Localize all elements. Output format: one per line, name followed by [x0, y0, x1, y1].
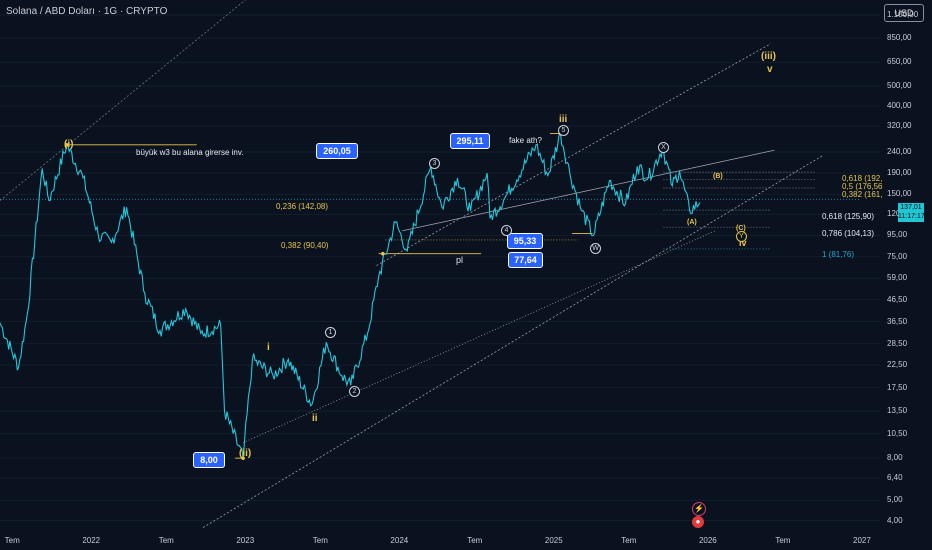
price-tick: 1.100,00 [887, 10, 919, 20]
price-tick: 320,00 [887, 121, 912, 131]
pivot-dot-1 [241, 456, 245, 460]
price-tick: 95,00 [887, 230, 908, 240]
wave-i: i [267, 342, 270, 353]
fib-0236: 0,236 (142,08) [276, 202, 329, 211]
flag-icon[interactable]: ● [692, 516, 704, 528]
wave-i-paren: (i) [64, 139, 74, 150]
countdown: 11:17:17 [898, 213, 925, 220]
fib-0618-lower: 0,618 (125,90) [822, 212, 875, 221]
price-tick: 240,00 [887, 147, 912, 157]
currency-button[interactable]: USD [884, 4, 924, 22]
time-tick: 2026 [698, 536, 717, 545]
wave-c: (C) [736, 225, 746, 232]
price-tick: 17,50 [887, 382, 908, 392]
pivot-dot-2 [381, 251, 385, 256]
trendline-low [242, 230, 716, 444]
price-tick: 150,00 [887, 189, 912, 199]
price-box-95: 95,33 [507, 233, 543, 249]
wave-circle-5: 5 [558, 125, 569, 136]
fake-ath-note: fake ath? [509, 136, 542, 145]
price-box-8: 8,00 [193, 452, 225, 468]
time-tick: Tem [158, 536, 174, 545]
price-tick: 10,50 [887, 428, 908, 438]
wave-circle-2: 2 [349, 386, 360, 397]
fib-0382: 0,382 (90,40) [281, 241, 329, 250]
price-tick: 59,00 [887, 273, 908, 283]
channel-lower [202, 155, 823, 528]
time-tick: Tem [775, 536, 791, 545]
time-tick: 2023 [236, 536, 255, 545]
wave-ii-paren: (ii) [239, 448, 252, 459]
fib-0382-upper: 0,382 (161, [842, 190, 883, 199]
price-tick: 850,00 [887, 33, 912, 43]
wave-ii: ii [312, 413, 318, 424]
price-box-260: 260,05 [316, 143, 358, 159]
time-tick: Tem [467, 536, 483, 545]
trendline-mid [402, 149, 775, 232]
channel-upper-left [0, 0, 246, 201]
wave-circle-x: X [658, 142, 669, 153]
price-tick: 400,00 [887, 101, 912, 111]
last-price-tag: 137,01 11:17:17 [898, 203, 925, 222]
price-tick: 75,00 [887, 251, 908, 261]
pl-note: pl [456, 255, 464, 265]
wave-circle-w: W [590, 243, 601, 254]
wave-b: (B) [713, 173, 723, 180]
time-tick: Tem [4, 536, 20, 545]
wave-iv: iv [739, 238, 747, 248]
wave-iii: iii [559, 114, 568, 125]
fib-05-upper: 0,5 (176,56 [842, 182, 883, 191]
price-tick: 6,40 [887, 473, 903, 483]
price-tick: 36,50 [887, 316, 908, 326]
wave-circle-3: 3 [429, 158, 440, 169]
symbol-title: Solana / ABD Doları · 1G · CRYPTO [6, 6, 168, 17]
wave-a: (A) [687, 219, 697, 226]
wave-iii-paren: (iii) [761, 51, 776, 62]
wave-circle-4: 4 [501, 225, 512, 236]
channel-upper [376, 43, 771, 266]
price-tick: 500,00 [887, 80, 912, 90]
lightning-icon[interactable]: ⚡ [692, 502, 706, 516]
time-tick: Tem [312, 536, 328, 545]
time-tick: 2024 [390, 536, 409, 545]
price-series [0, 132, 701, 459]
time-tick: 2022 [82, 536, 101, 545]
price-tick: 650,00 [887, 57, 912, 67]
price-tick: 22,50 [887, 360, 908, 370]
wave-circle-y: Y [736, 231, 747, 242]
price-tick: 5,00 [887, 495, 903, 505]
price-tick: 13,50 [887, 406, 908, 416]
price-tick: 190,00 [887, 168, 912, 178]
price-tick: 28,50 [887, 338, 908, 348]
time-tick: 2027 [853, 536, 871, 545]
price-tick: 4,00 [887, 515, 903, 525]
fib-0618-upper: 0,618 (192, [842, 174, 883, 183]
pivot-dot-0 [64, 143, 69, 147]
time-tick: 2025 [544, 536, 563, 545]
w3-note: büyük w3 bu alana girerse inv. [136, 148, 244, 157]
price-tick: 8,00 [887, 453, 903, 463]
fib-1-lower: 1 (81,76) [822, 250, 855, 259]
wave-v: v [767, 64, 773, 75]
time-tick: Tem [621, 536, 637, 545]
wave-circle-1: 1 [325, 327, 336, 338]
fib-0786-lower: 0,786 (104,13) [822, 229, 875, 238]
price-box-77: 77,64 [508, 252, 543, 268]
price-box-295: 295,11 [450, 133, 490, 149]
last-price: 137,01 [900, 204, 922, 211]
price-tick: 46,50 [887, 294, 908, 304]
